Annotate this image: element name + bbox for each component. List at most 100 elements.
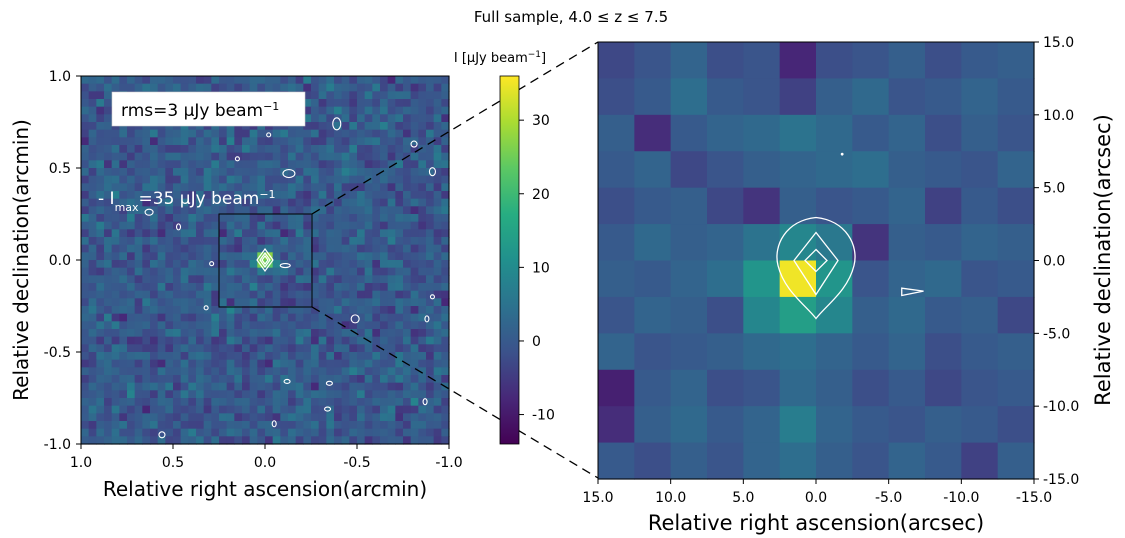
heatmap-cell	[403, 260, 412, 269]
heatmap-cell	[257, 405, 266, 414]
heatmap-cell	[196, 175, 205, 184]
heatmap-cell	[127, 398, 136, 407]
heatmap-cell	[96, 76, 105, 85]
heatmap-cell	[816, 296, 853, 334]
heatmap-cell	[88, 244, 97, 253]
heatmap-cell	[743, 224, 781, 262]
heatmap-cell	[165, 436, 174, 445]
heatmap-cell	[88, 214, 97, 223]
heatmap-cell	[380, 267, 389, 276]
heatmap-cell	[372, 129, 381, 138]
heatmap-cell	[180, 306, 189, 315]
heatmap-cell	[249, 260, 258, 269]
heatmap-cell	[219, 260, 228, 269]
heatmap-cell	[81, 421, 90, 430]
heatmap-cell	[311, 175, 320, 184]
heatmap-cell	[961, 187, 999, 225]
heatmap-cell	[326, 244, 335, 253]
heatmap-cell	[925, 296, 962, 334]
heatmap-cell	[127, 390, 136, 399]
heatmap-cell	[134, 336, 143, 345]
heatmap-cell	[387, 375, 396, 384]
heatmap-cell	[203, 152, 212, 161]
heatmap-cell	[426, 436, 435, 445]
heatmap-cell	[779, 406, 817, 444]
heatmap-cell	[387, 398, 396, 407]
heatmap-cell	[234, 336, 243, 345]
heatmap-cell	[961, 260, 999, 298]
heatmap-cell	[96, 183, 105, 192]
heatmap-cell	[349, 398, 358, 407]
heatmap-cell	[219, 229, 228, 238]
heatmap-cell	[272, 329, 281, 338]
heatmap-cell	[295, 298, 304, 307]
heatmap-cell	[272, 382, 281, 391]
heatmap-cell	[142, 76, 151, 85]
heatmap-cell	[311, 321, 320, 330]
heatmap-cell	[165, 160, 174, 169]
heatmap-cell	[180, 137, 189, 146]
heatmap-cell	[265, 252, 274, 261]
heatmap-cell	[173, 260, 182, 269]
heatmap-cell	[280, 244, 289, 253]
heatmap-cell	[196, 275, 205, 284]
heatmap-cell	[410, 421, 419, 430]
heatmap-cell	[341, 214, 350, 223]
noise-contour	[203, 305, 209, 311]
heatmap-cell	[180, 344, 189, 353]
heatmap-cell	[295, 214, 304, 223]
heatmap-cell	[157, 359, 166, 368]
heatmap-cell	[341, 168, 350, 177]
heatmap-cell	[257, 229, 266, 238]
heatmap-cell	[441, 137, 450, 146]
heatmap-cell	[318, 382, 327, 391]
heatmap-cell	[196, 160, 205, 169]
heatmap-cell	[249, 152, 258, 161]
heatmap-cell	[387, 198, 396, 207]
heatmap-cell	[341, 329, 350, 338]
heatmap-cell	[349, 106, 358, 115]
heatmap-cell	[249, 290, 258, 299]
heatmap-cell	[257, 198, 266, 207]
heatmap-cell	[96, 359, 105, 368]
heatmap-cell	[341, 367, 350, 376]
heatmap-cell	[372, 122, 381, 131]
heatmap-cell	[81, 405, 90, 414]
heatmap-cell	[257, 244, 266, 253]
heatmap-cell	[142, 405, 151, 414]
heatmap-cell	[743, 151, 781, 189]
heatmap-cell	[303, 191, 312, 200]
heatmap-cell	[111, 367, 120, 376]
heatmap-cell	[334, 306, 343, 315]
heatmap-cell	[341, 421, 350, 430]
heatmap-cell	[598, 260, 635, 298]
heatmap-cell	[150, 352, 159, 361]
heatmap-cell	[403, 237, 412, 246]
heatmap-cell	[364, 428, 373, 437]
heatmap-cell	[418, 244, 427, 253]
heatmap-cell	[364, 436, 373, 445]
heatmap-cell	[119, 298, 128, 307]
heatmap-cell	[349, 114, 358, 123]
noise-contour	[209, 261, 215, 267]
heatmap-cell	[349, 122, 358, 131]
heatmap-cell	[303, 106, 312, 115]
heatmap-cell	[280, 436, 289, 445]
heatmap-cell	[157, 344, 166, 353]
heatmap-cell	[410, 275, 419, 284]
heatmap-cell	[426, 344, 435, 353]
heatmap-cell	[104, 244, 113, 253]
heatmap-cell	[372, 145, 381, 154]
heatmap-cell	[372, 106, 381, 115]
heatmap-cell	[311, 405, 320, 414]
heatmap-cell	[303, 137, 312, 146]
heatmap-cell	[180, 221, 189, 230]
heatmap-cell	[196, 229, 205, 238]
heatmap-cell	[349, 375, 358, 384]
heatmap-cell	[134, 244, 143, 253]
heatmap-cell	[257, 252, 266, 261]
heatmap-cell	[433, 83, 442, 92]
y-tick-label: -15.0	[1043, 472, 1079, 488]
heatmap-cell	[303, 382, 312, 391]
heatmap-cell	[403, 367, 412, 376]
